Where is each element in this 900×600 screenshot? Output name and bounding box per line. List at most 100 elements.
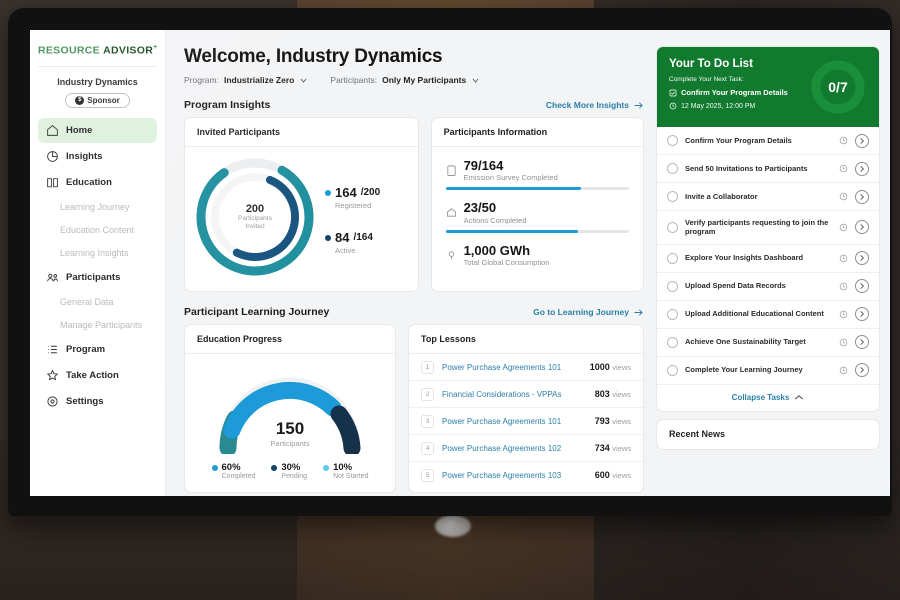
program-insights-title: Program Insights — [184, 99, 271, 111]
task-row[interactable]: Verify participants requesting to join t… — [657, 211, 879, 245]
task-label: Confirm Your Program Details — [685, 135, 792, 145]
stat-caption-global-consumption: Total Global Consumption — [463, 257, 550, 267]
donut-center-caption-1: Participants — [238, 214, 272, 222]
task-go-button[interactable] — [855, 307, 869, 321]
todo-due-date: 12 May 2025, 12:00 PM — [669, 102, 867, 110]
sidebar-item-insights[interactable]: Insights — [38, 144, 157, 169]
todo-progress-ring-svg — [811, 60, 865, 114]
sidebar-nav-list: Home Insights Education Learning Journey… — [30, 117, 165, 414]
lesson-rank: 1 — [421, 360, 434, 374]
legend-caption-active: Active — [335, 246, 356, 255]
lesson-name[interactable]: Power Purchase Agreements 101 — [442, 362, 562, 372]
sidebar-item-manage-participants[interactable]: Manage Participants — [60, 319, 143, 330]
legend-denominator-active: /164 — [353, 232, 373, 243]
go-to-learning-journey-link[interactable]: Go to Learning Journey — [533, 307, 644, 317]
lesson-row[interactable]: 1 Power Purchase Agreements 101 1000 vie… — [409, 354, 643, 381]
task-checkbox[interactable] — [667, 221, 678, 233]
chevron-up-icon — [795, 394, 804, 400]
right-column: Your To Do List Complete Your Next Task:… — [656, 46, 880, 496]
brand-logo[interactable]: RESOURCE ADVISOR+ — [38, 40, 157, 67]
sidebar-item-settings[interactable]: Settings — [38, 389, 157, 414]
lesson-row[interactable]: 3 Power Purchase Agreements 101 793 view… — [409, 408, 643, 435]
check-more-insights-link[interactable]: Check More Insights — [546, 100, 644, 110]
sidebar-item-general-data[interactable]: General Data — [60, 296, 114, 307]
sidebar-item-participants-label: Participants — [66, 271, 121, 283]
sidebar-item-education-content[interactable]: Education Content — [60, 224, 135, 235]
program-filter[interactable]: Program: Industrialize Zero — [184, 75, 308, 85]
arrow-right-icon — [634, 101, 643, 109]
sidebar-item-learning-insights[interactable]: Learning Insights — [60, 247, 129, 258]
todo-panel: Your To Do List Complete Your Next Task:… — [656, 46, 880, 412]
sidebar-item-home-label: Home — [66, 124, 93, 136]
program-filter-value: Industrialize Zero — [223, 75, 295, 85]
task-row[interactable]: Upload Spend Data Records — [657, 273, 879, 301]
legend-caption-completed: Completed — [221, 473, 256, 480]
task-checkbox[interactable] — [667, 364, 678, 376]
clock-icon — [839, 366, 848, 374]
brand-plus: + — [153, 44, 158, 51]
task-checkbox[interactable] — [667, 308, 678, 320]
education-progress-card-body: 150 Participants 60% — [185, 354, 395, 492]
task-go-button[interactable] — [855, 189, 869, 204]
task-row[interactable]: Send 50 Invitations to Participants — [657, 155, 879, 183]
lesson-row[interactable]: 4 Power Purchase Agreements 102 734 view… — [409, 435, 643, 462]
sidebar-item-take-action[interactable]: Take Action — [38, 363, 157, 388]
task-go-button[interactable] — [855, 279, 869, 293]
task-checkbox[interactable] — [667, 336, 678, 348]
todo-header: Your To Do List Complete Your Next Task:… — [657, 47, 879, 127]
task-checkbox[interactable] — [667, 135, 678, 146]
task-go-button[interactable] — [855, 161, 869, 176]
clock-icon — [839, 192, 848, 201]
stat-caption-actions-completed: Actions Completed — [463, 215, 527, 225]
lesson-views: 803 views — [594, 389, 631, 399]
monitor-screen: RESOURCE ADVISOR+ Industry Dynamics $ Sp… — [30, 30, 890, 496]
legend-value-pending: 30% — [281, 462, 301, 473]
lesson-rank: 2 — [421, 387, 434, 401]
task-row[interactable]: Upload Additional Educational Content — [657, 301, 879, 329]
sidebar-item-program[interactable]: Program — [38, 337, 157, 362]
donut-segment-registered — [196, 158, 314, 276]
task-go-button[interactable] — [855, 133, 869, 148]
education-progress-card-title: Education Progress — [185, 325, 395, 354]
top-lessons-list: 1 Power Purchase Agreements 101 1000 vie… — [409, 354, 643, 488]
sidebar-item-learning-journey[interactable]: Learning Journey — [60, 201, 130, 212]
task-go-button[interactable] — [855, 335, 869, 349]
participants-filter[interactable]: Participants: Only My Participants — [330, 75, 480, 85]
task-checkbox[interactable] — [667, 252, 678, 264]
legend-dot-registered — [325, 189, 331, 196]
task-row[interactable]: Complete Your Learning Journey — [657, 357, 879, 384]
task-row[interactable]: Achieve One Sustainability Target — [657, 329, 879, 357]
task-go-button[interactable] — [855, 363, 869, 377]
legend-item-not-started: 10% Not Started — [323, 462, 368, 480]
sidebar-item-settings-label: Settings — [66, 395, 104, 407]
check-more-insights-label: Check More Insights — [545, 100, 629, 110]
donut-center-label: 200 Participants Invited — [191, 153, 319, 281]
chevron-right-icon — [860, 137, 865, 144]
collapse-tasks-button[interactable]: Collapse Tasks — [657, 383, 879, 411]
bulb-icon — [448, 251, 454, 259]
donut-center-caption-2: Invited — [245, 223, 265, 230]
lesson-name[interactable]: Power Purchase Agreements 101 — [442, 416, 562, 426]
chevron-down-icon — [300, 78, 307, 83]
clock-icon — [839, 223, 848, 231]
task-go-button[interactable] — [855, 220, 869, 235]
task-row[interactable]: Invite a Collaborator — [657, 183, 879, 211]
lesson-name[interactable]: Power Purchase Agreements 103 — [442, 470, 562, 480]
lesson-row[interactable]: 2 Financial Considerations - VPPAs 803 v… — [409, 381, 643, 408]
sidebar-item-education[interactable]: Education — [38, 170, 157, 195]
task-checkbox[interactable] — [667, 280, 678, 292]
clock-icon — [839, 282, 848, 290]
task-row[interactable]: Explore Your Insights Dashboard — [657, 245, 879, 273]
sidebar-item-home[interactable]: Home — [38, 117, 157, 143]
task-checkbox[interactable] — [667, 163, 678, 174]
task-row[interactable]: Confirm Your Program Details — [657, 127, 879, 155]
lesson-name[interactable]: Power Purchase Agreements 102 — [442, 443, 562, 453]
task-go-button[interactable] — [855, 251, 869, 265]
lesson-name[interactable]: Financial Considerations - VPPAs — [442, 389, 562, 399]
task-checkbox[interactable] — [667, 191, 678, 202]
sponsor-badge[interactable]: $ Sponsor — [65, 92, 130, 108]
lesson-views-word: views — [612, 444, 631, 453]
chevron-right-icon — [860, 282, 865, 290]
lesson-row[interactable]: 5 Power Purchase Agreements 103 600 view… — [409, 462, 643, 488]
sidebar-item-participants[interactable]: Participants — [38, 265, 157, 290]
